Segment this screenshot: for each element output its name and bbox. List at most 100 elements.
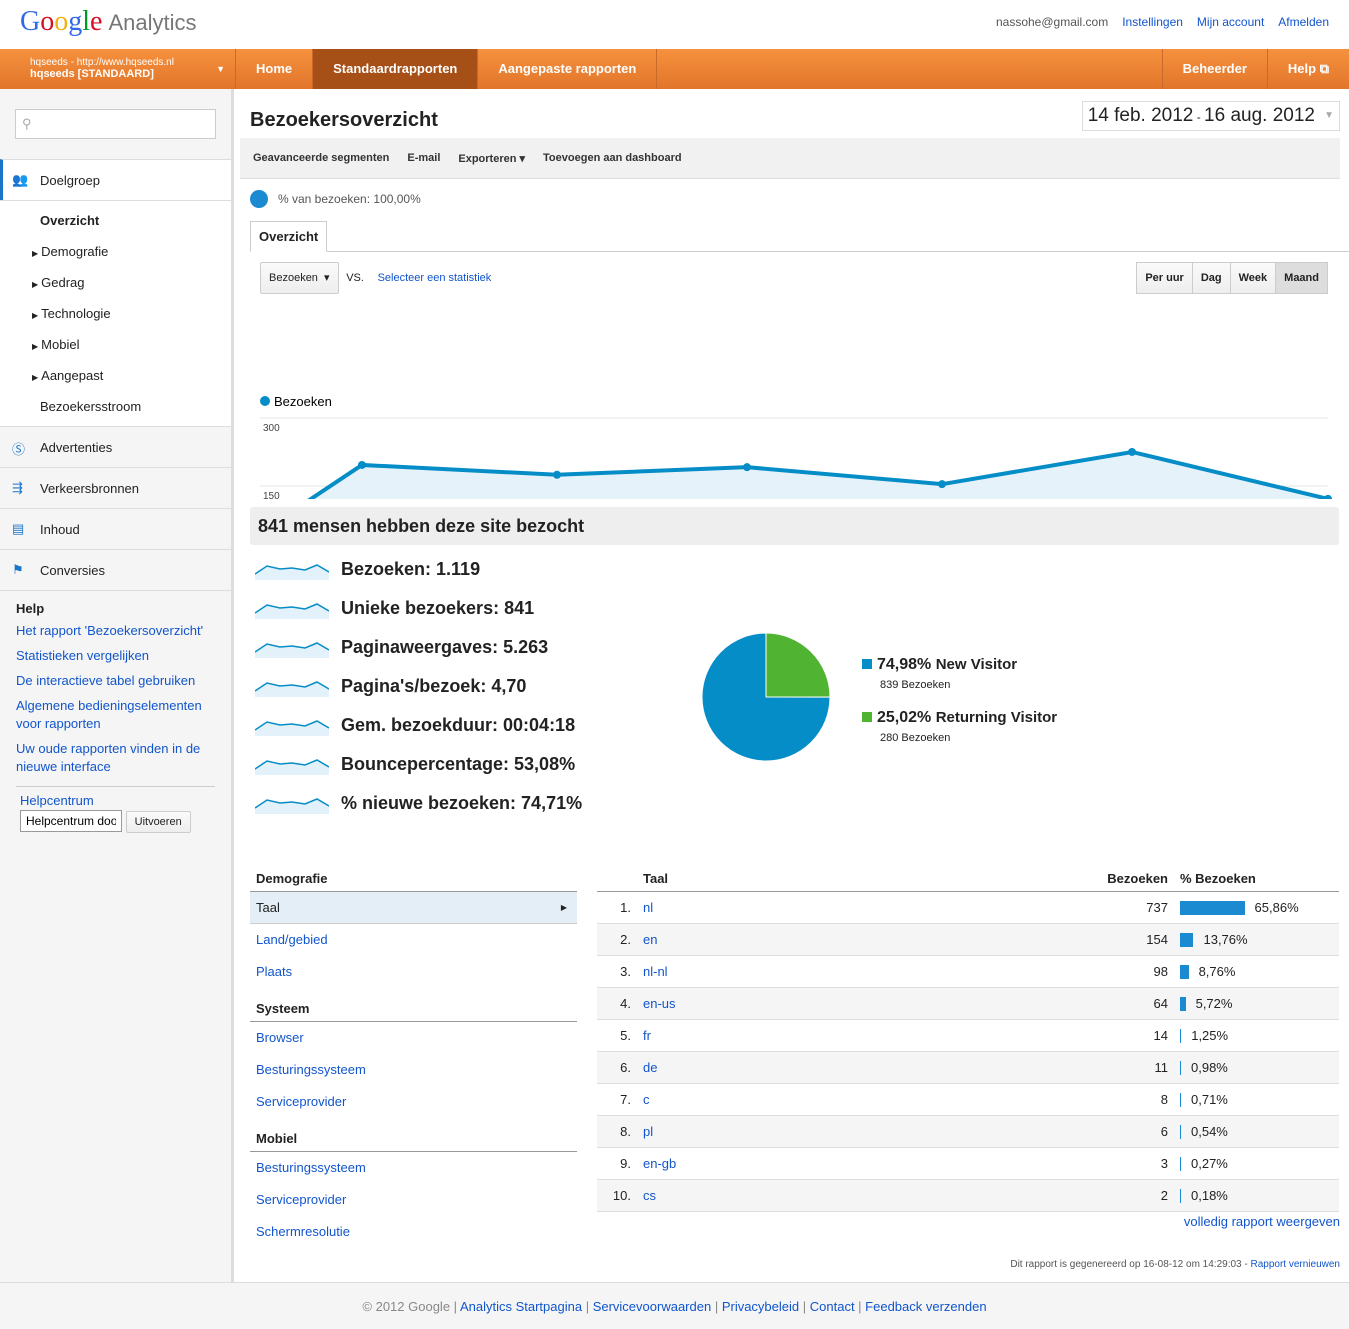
metric-select[interactable]: Bezoeken ▾ <box>260 262 339 294</box>
help-title: Help <box>16 601 45 616</box>
percentage-bar <box>1180 901 1245 916</box>
granularity-buttons: Per uur Dag Week Maand <box>1136 262 1328 294</box>
language-link[interactable]: pl <box>643 1124 654 1139</box>
dropdown-arrow-icon: ▼ <box>1324 110 1334 121</box>
full-report-link[interactable]: volledig rapport weergeven <box>1183 1214 1340 1229</box>
language-link[interactable]: nl <box>643 900 654 915</box>
day-button[interactable]: Dag <box>1191 262 1231 294</box>
my-account-link[interactable]: Mijn account <box>1196 15 1265 29</box>
sign-out-link[interactable]: Afmelden <box>1278 15 1329 29</box>
y-tick-label: 300 <box>263 423 280 434</box>
table-row: 2. en 154 13,76% <box>597 923 1339 956</box>
sidebar-sub-demographics[interactable]: ▶ Demografie <box>32 244 109 259</box>
user-email: nassohe@gmail.com <box>995 15 1109 29</box>
date-range-picker[interactable]: 14 feb. 2012 - 16 aug. 2012 ▼ <box>1081 101 1340 131</box>
percentage-bar <box>1180 1029 1182 1044</box>
add-to-dashboard-button[interactable]: Toevoegen aan dashboard <box>543 152 682 164</box>
percentage-bar <box>1180 1125 1181 1140</box>
settings-link[interactable]: Instellingen <box>1122 15 1183 29</box>
refresh-report-link[interactable]: Rapport vernieuwen <box>1250 1259 1341 1270</box>
footer-link[interactable]: Privacybeleid <box>721 1299 800 1314</box>
metric: Bouncepercentage: 53,08% <box>255 754 575 775</box>
advanced-segments-button[interactable]: Geavanceerde segmenten <box>253 152 390 164</box>
sidebar-sub-visitor-flow[interactable]: Bezoekersstroom <box>40 399 142 414</box>
language-link[interactable]: nl-nl <box>643 964 668 979</box>
helpcenter-search-input[interactable] <box>20 810 122 832</box>
generated-note: Dit rapport is gegenereerd op 16-08-12 o… <box>1010 1259 1251 1270</box>
dimension-item[interactable]: Serviceprovider <box>256 1094 347 1109</box>
footer-link[interactable]: Servicevoorwaarden <box>592 1299 712 1314</box>
email-button[interactable]: E-mail <box>407 152 441 164</box>
dimension-item[interactable]: Taal ▶ <box>250 892 577 924</box>
dimension-item[interactable]: Plaats <box>256 964 293 979</box>
sparkline-icon <box>255 602 329 619</box>
people-icon: 👥 <box>12 172 29 187</box>
sidebar-search-input[interactable]: ⚲ <box>15 109 216 139</box>
tab-custom-reports[interactable]: Aangepaste rapporten <box>478 49 658 89</box>
language-link[interactable]: en-gb <box>643 1156 677 1171</box>
run-button[interactable]: Uitvoeren <box>125 811 191 833</box>
sidebar-item-conversions[interactable]: ⚑ Conversies <box>0 549 231 590</box>
tab-help[interactable]: Help ⧉ <box>1287 61 1329 76</box>
month-button[interactable]: Maand <box>1275 262 1328 294</box>
language-link[interactable]: de <box>643 1060 658 1075</box>
dimension-item[interactable]: Serviceprovider <box>256 1192 347 1207</box>
table-row: 10. cs 2 0,18% <box>597 1179 1339 1212</box>
tab-home[interactable]: Home <box>236 49 314 89</box>
legend-label: Bezoeken <box>274 394 332 409</box>
metric: Pagina's/bezoek: 4,70 <box>255 676 526 697</box>
tab-standard-reports[interactable]: Standaardrapporten <box>313 49 479 89</box>
footer-link[interactable]: Analytics Startpagina <box>459 1299 583 1314</box>
help-link[interactable]: Uw oude rapporten vinden in de nieuwe in… <box>16 741 201 774</box>
tab-overview[interactable]: Overzicht <box>250 221 328 252</box>
content-icon: ▤ <box>12 521 25 536</box>
footer-link[interactable]: Contact <box>809 1299 855 1314</box>
helpcenter-link[interactable]: Helpcentrum <box>20 793 94 808</box>
data-point <box>358 460 366 469</box>
sparkline-icon <box>255 563 329 580</box>
help-link[interactable]: Algemene bedieningselementen voor rappor… <box>16 698 202 731</box>
footer-link[interactable]: Feedback verzenden <box>865 1299 987 1314</box>
main-nav: hqseeds - http://www.hqseeds.nl hqseeds [… <box>0 49 1349 89</box>
language-link[interactable]: cs <box>643 1188 656 1203</box>
dimension-item[interactable]: Besturingssysteem <box>256 1160 366 1175</box>
account-selector[interactable]: hqseeds - http://www.hqseeds.nl hqseeds [… <box>0 49 236 89</box>
export-button[interactable]: Exporteren ▾ <box>458 152 526 165</box>
google-analytics-logo[interactable]: Google Analytics <box>20 6 197 37</box>
dimension-item[interactable]: Besturingssysteem <box>256 1062 366 1077</box>
sidebar-sub-custom[interactable]: ▶ Aangepast <box>32 368 104 383</box>
pie-slice <box>765 632 831 698</box>
week-button[interactable]: Week <box>1229 262 1277 294</box>
data-point <box>1324 494 1332 499</box>
tab-admin[interactable]: Beheerder <box>1163 49 1268 89</box>
help-link[interactable]: Het rapport 'Bezoekersoverzicht' <box>16 623 204 638</box>
sidebar: ⚲ 👥 Doelgroep Overzicht ▶ Demografie ▶ Gedr… <box>0 89 234 1282</box>
sidebar-item-advertising[interactable]: Ⓢ Advertenties <box>0 426 231 467</box>
language-link[interactable]: en-us <box>643 996 676 1011</box>
metric: Unieke bezoekers: 841 <box>255 598 534 619</box>
sidebar-item-audience[interactable]: 👥 Doelgroep <box>0 159 231 200</box>
language-link[interactable]: c <box>643 1092 650 1107</box>
select-statistic-link[interactable]: Selecteer een statistiek <box>377 272 492 284</box>
sidebar-sub-technology[interactable]: ▶ Technologie <box>32 306 111 321</box>
dimension-item[interactable]: Land/gebied <box>256 932 328 947</box>
sidebar-sub-behavior[interactable]: ▶ Gedrag <box>32 275 85 290</box>
sidebar-sub-mobile[interactable]: ▶ Mobiel <box>32 337 80 352</box>
dimension-item[interactable]: Schermresolutie <box>256 1224 350 1239</box>
sidebar-item-content[interactable]: ▤ Inhoud <box>0 508 231 549</box>
language-link[interactable]: en <box>643 932 658 947</box>
dimension-group-heading: Mobiel <box>250 1126 577 1152</box>
segment-percentage: % van bezoeken: 100,00% <box>250 190 421 208</box>
sidebar-sub-overview[interactable]: Overzicht <box>40 213 100 228</box>
language-link[interactable]: fr <box>643 1028 651 1043</box>
table-row: 3. nl-nl 98 8,76% <box>597 955 1339 988</box>
help-link[interactable]: Statistieken vergelijken <box>16 648 149 663</box>
help-link[interactable]: De interactieve tabel gebruiken <box>16 673 196 688</box>
legend-returning-visitor: 25,02% Returning Visitor 280 Bezoeken <box>862 709 1057 744</box>
hourly-button[interactable]: Per uur <box>1136 262 1193 294</box>
footer: © 2012 Google | Analytics Startpagina | … <box>0 1282 1349 1329</box>
table-row: 6. de 11 0,98% <box>597 1051 1339 1084</box>
sidebar-item-traffic-sources[interactable]: ⇶ Verkeersbronnen <box>0 467 231 508</box>
pie-slice <box>701 632 831 762</box>
dimension-item[interactable]: Browser <box>256 1030 304 1045</box>
